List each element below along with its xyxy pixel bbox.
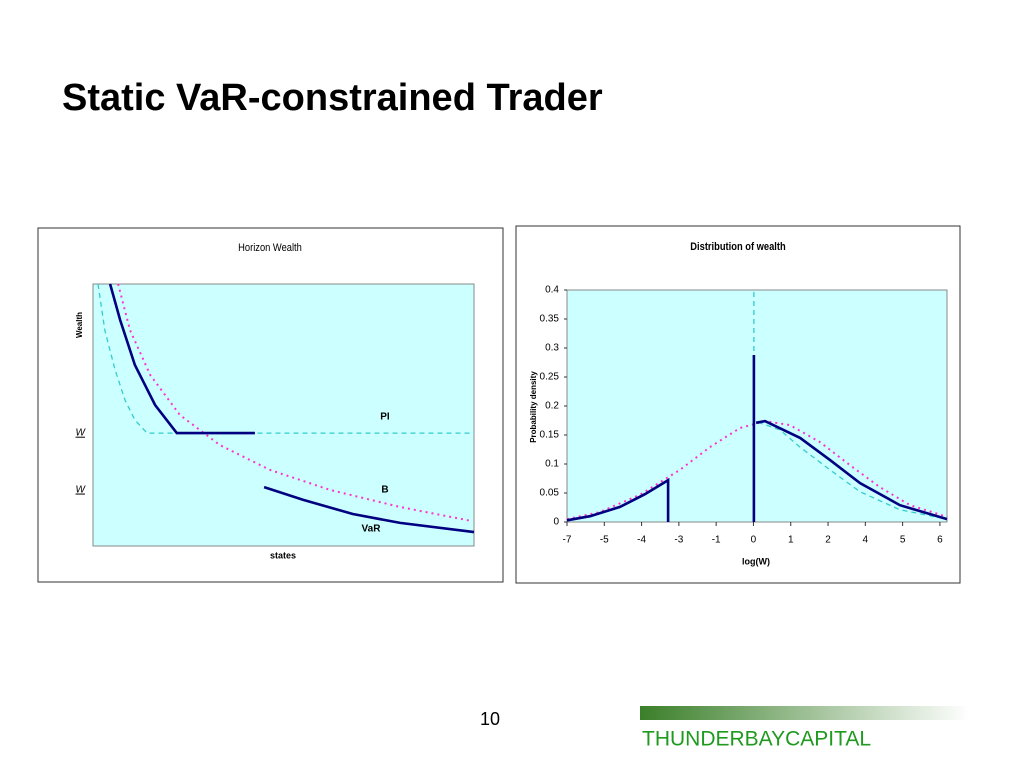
- x-tick-label: -5: [600, 535, 609, 546]
- series-label: B: [381, 485, 388, 496]
- brand-bar: [640, 706, 970, 720]
- x-tick-label: -4: [637, 535, 646, 546]
- page-number: 10: [480, 709, 500, 729]
- x-axis-label: log(W): [742, 556, 770, 566]
- y-tick-label: 0: [553, 517, 559, 528]
- y-tick-label: 0.05: [540, 488, 560, 499]
- x-tick-label: 2: [825, 535, 831, 546]
- series-label: VaR: [362, 524, 382, 535]
- x-tick-label: 0: [751, 535, 757, 546]
- y-tick-label: W: [76, 485, 87, 496]
- plot-area: [92, 283, 475, 547]
- x-tick-label: 1: [788, 535, 794, 546]
- y-tick-label: 0.1: [545, 459, 559, 470]
- y-tick-label: 0.35: [540, 314, 560, 325]
- y-axis-label: Wealth: [75, 312, 84, 338]
- brand: THUNDERBAYCAPITAL: [642, 728, 871, 751]
- series-line: [108, 283, 475, 534]
- series-line: [97, 283, 474, 434]
- y-tick-label: 0.2: [545, 401, 559, 412]
- chart-title: Horizon Wealth: [238, 242, 302, 254]
- y-tick-label: 0.25: [540, 372, 560, 383]
- x-tick-label: 6: [937, 535, 943, 546]
- x-tick-label: -7: [563, 535, 572, 546]
- y-tick-label: 0.4: [545, 285, 559, 296]
- plot-area: [566, 289, 948, 523]
- x-tick-label: -3: [674, 535, 683, 546]
- x-axis-label: states: [270, 550, 296, 560]
- x-tick-label: 5: [900, 535, 906, 546]
- y-tick-label: 0.15: [540, 430, 560, 441]
- x-tick-label: -1: [712, 535, 721, 546]
- chart-title: Distribution of wealth: [690, 241, 785, 253]
- series-line: [566, 355, 948, 522]
- series-label: PI: [380, 412, 390, 423]
- x-tick-label: 4: [863, 535, 869, 546]
- y-tick-label: W: [76, 428, 87, 439]
- y-axis-label: Probability density: [529, 371, 538, 443]
- slide-title: Static VaR-constrained Trader: [62, 77, 603, 119]
- y-tick-label: 0.3: [545, 343, 559, 354]
